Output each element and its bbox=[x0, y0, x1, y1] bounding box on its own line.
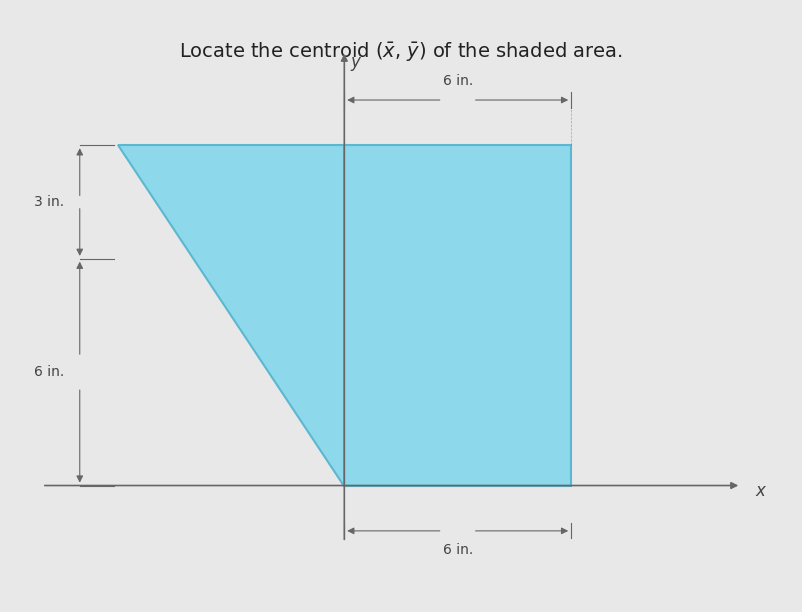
Text: x: x bbox=[755, 482, 765, 500]
Text: 3 in.: 3 in. bbox=[34, 195, 65, 209]
Text: y: y bbox=[350, 53, 361, 71]
Text: 6 in.: 6 in. bbox=[443, 74, 473, 88]
Text: Locate the centroid ($\bar{x}$, $\bar{y}$) of the shaded area.: Locate the centroid ($\bar{x}$, $\bar{y}… bbox=[179, 40, 623, 62]
Polygon shape bbox=[118, 146, 571, 485]
Text: 6 in.: 6 in. bbox=[34, 365, 65, 379]
Text: 6 in.: 6 in. bbox=[443, 543, 473, 557]
